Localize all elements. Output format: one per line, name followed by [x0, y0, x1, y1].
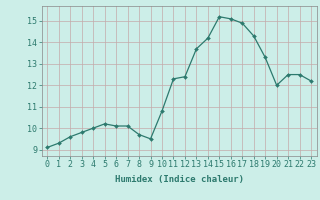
X-axis label: Humidex (Indice chaleur): Humidex (Indice chaleur): [115, 175, 244, 184]
